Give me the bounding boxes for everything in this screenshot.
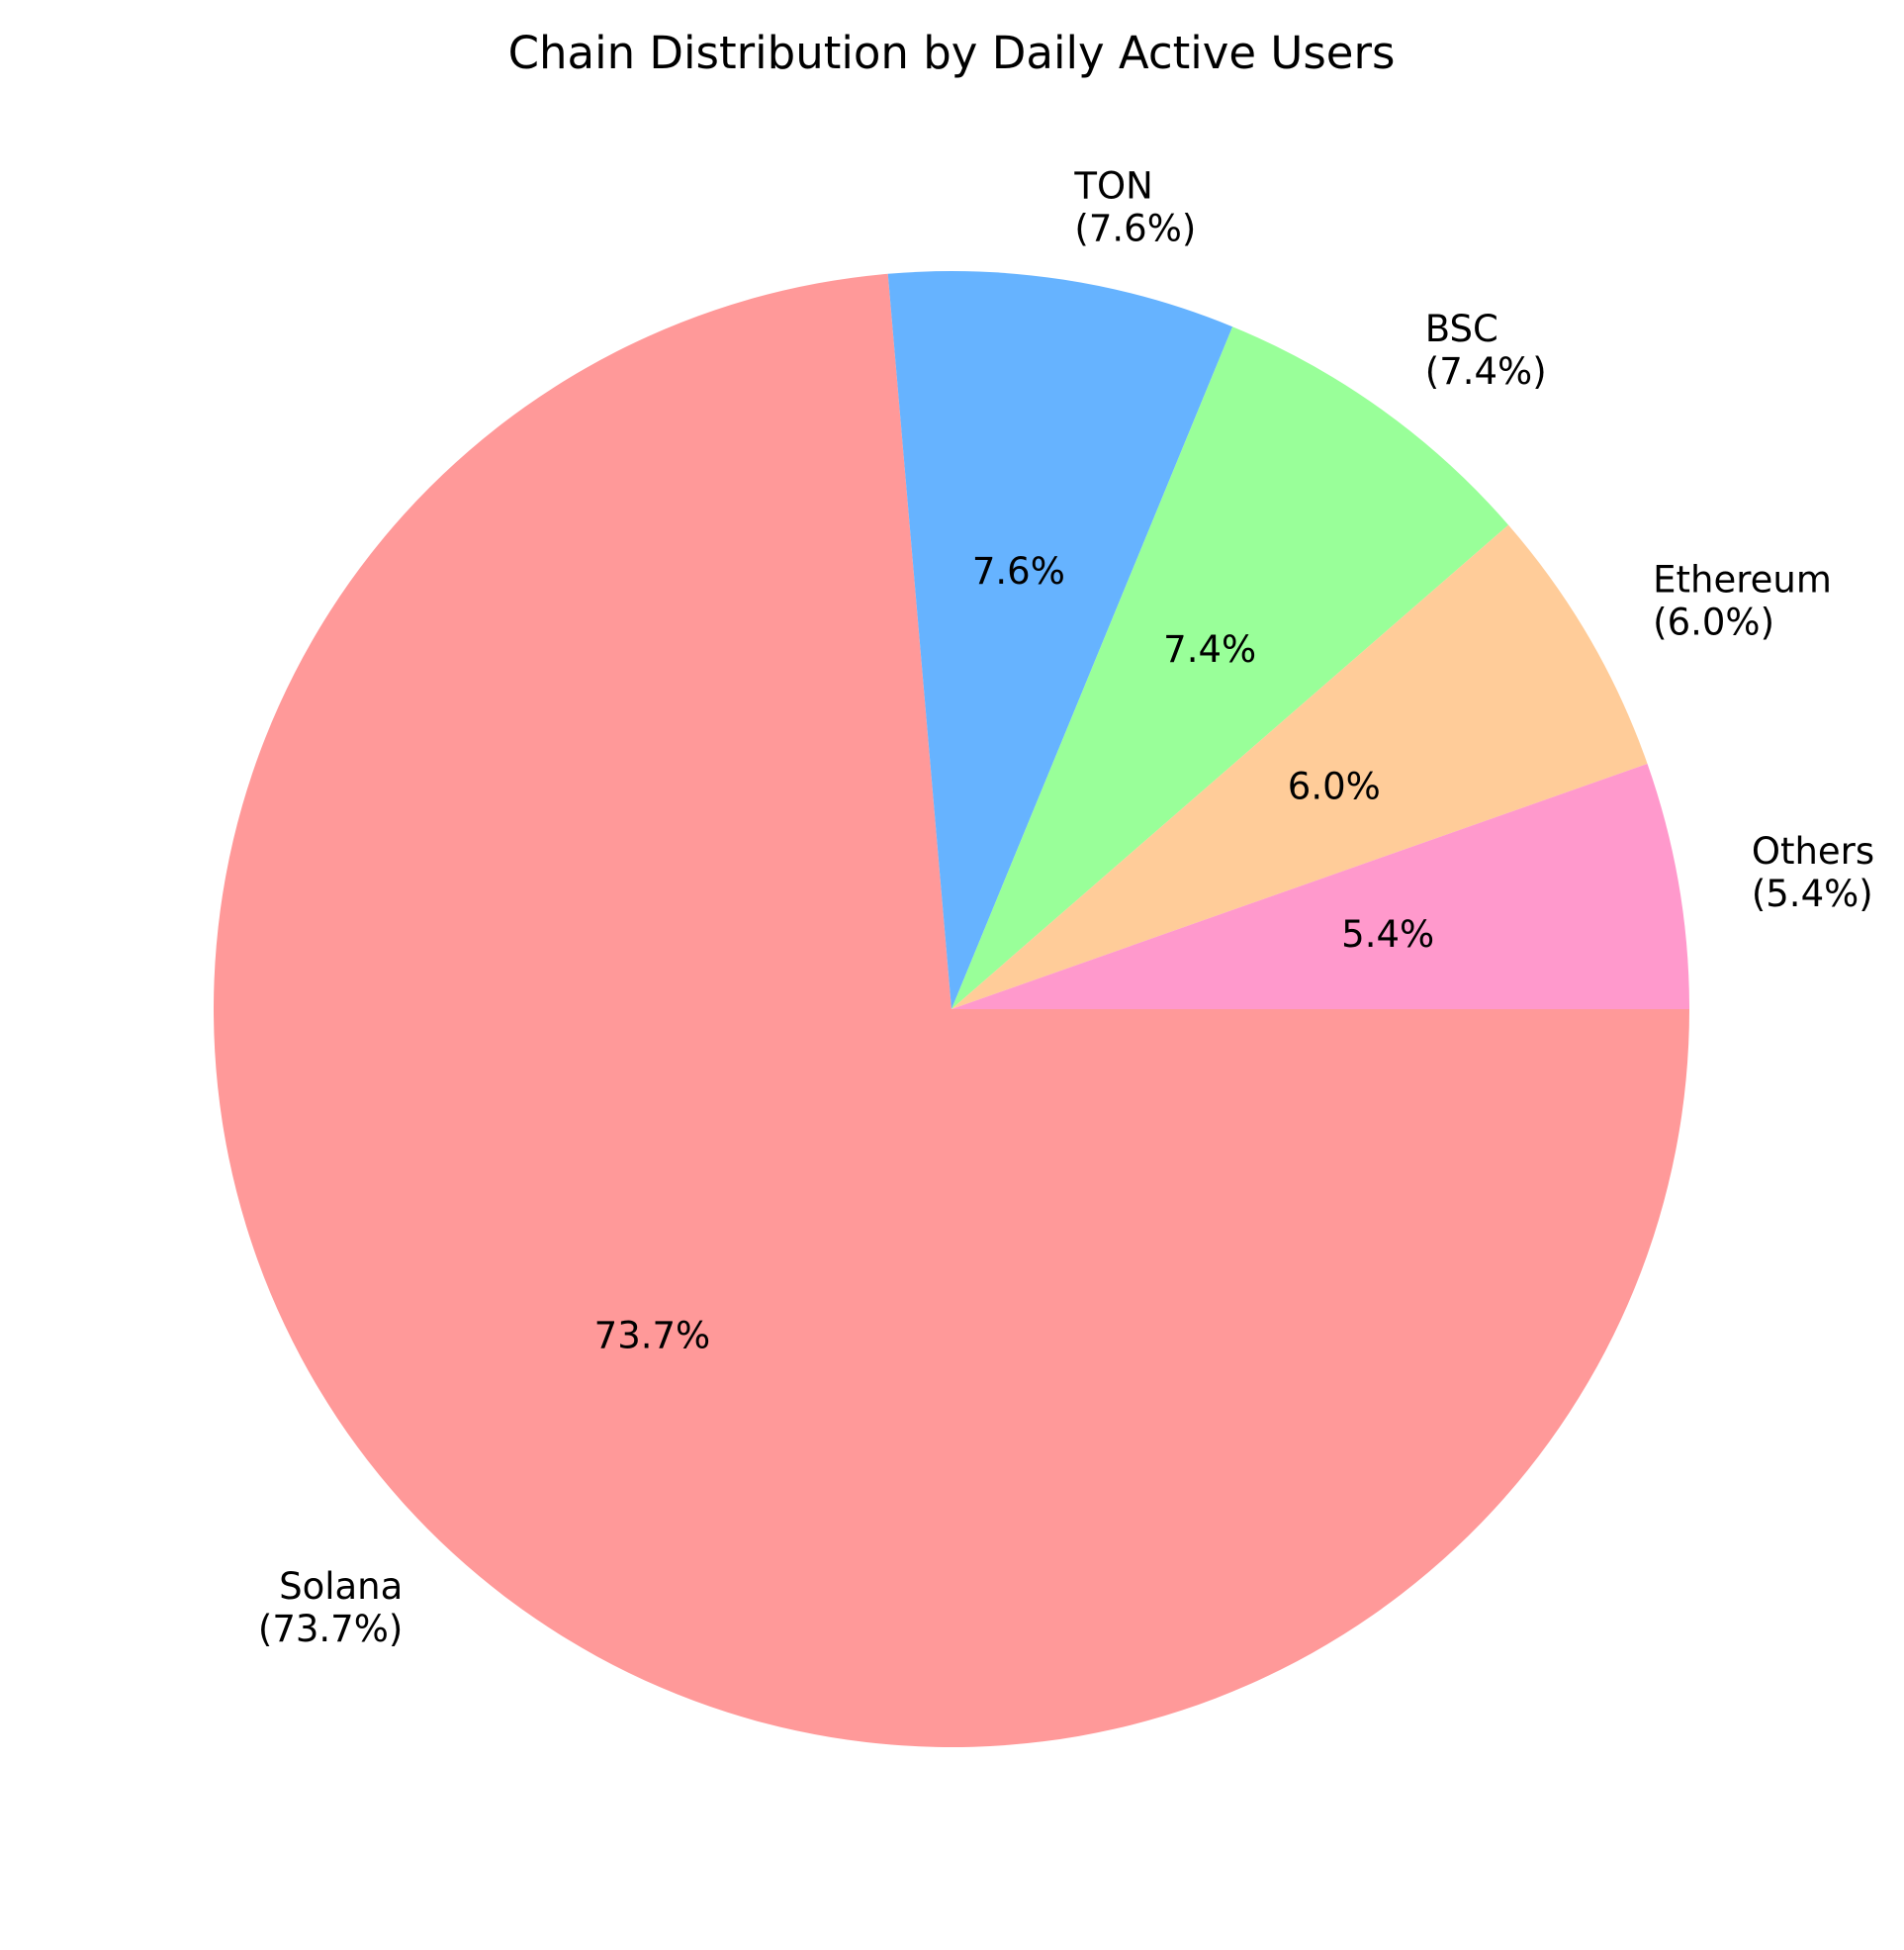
slice-label-others: Others (5.4%) [1752,830,1874,915]
slice-ton [887,270,1233,1009]
pie-slices [214,270,1690,1748]
pct-label-bsc: 7.4% [1163,628,1256,671]
slice-label-ethereum: Ethereum (6.0%) [1653,559,1832,644]
slice-label-bsc: BSC (7.4%) [1425,308,1547,393]
pct-label-others: 5.4% [1341,913,1434,956]
slice-label-solana: Solana (73.7%) [258,1565,403,1650]
slice-ethereum [952,524,1648,1009]
pct-label-ethereum: 6.0% [1288,765,1381,807]
pct-label-ton: 7.6% [972,550,1065,593]
slice-label-ton: TON (7.6%) [1073,164,1196,249]
pie-labels: 73.7% Solana (73.7%) 7.6% TON (7.6%) 7.4% BSC (7… [258,164,1874,1650]
pct-label-solana: 73.7% [594,1314,711,1356]
slice-others [952,763,1689,1009]
slice-bsc [952,326,1509,1010]
chart-title: Chain Distribution by Daily Active Users [508,27,1396,79]
slice-solana [214,273,1690,1748]
